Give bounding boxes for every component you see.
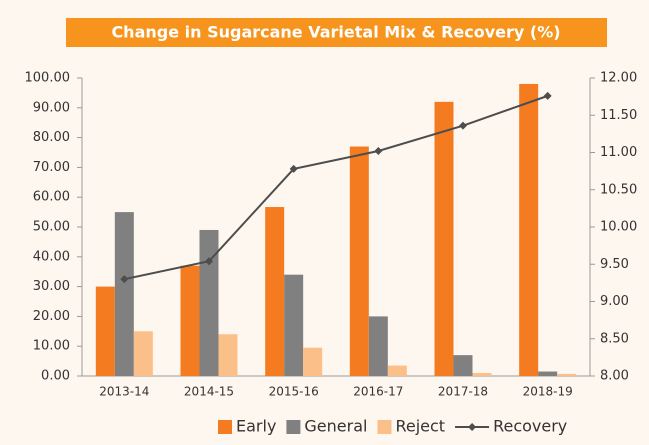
y-tick-label: 90.00 [33,100,70,115]
bar [199,229,219,376]
x-tick-label: 2018-19 [523,385,573,399]
x-tick-label: 2013-14 [99,385,149,399]
bar [218,334,238,376]
bar [434,101,454,376]
y-tick-label: 50.00 [33,220,70,235]
x-tick-label: 2016-17 [353,385,403,399]
line-marker [459,121,467,130]
bar [95,286,115,376]
title-bar [66,18,607,47]
legend-label: Recovery [493,417,567,436]
line-marker [205,257,213,266]
legend-marker [468,423,477,431]
bar [538,371,558,376]
y-tick-label: 20.00 [33,309,70,324]
y2-tick-label: 8.00 [600,369,629,384]
y-tick-label: 40.00 [33,249,70,264]
x-tick-label: 2015-16 [269,385,319,399]
y-tick-label: 0.00 [41,369,70,384]
bar [114,212,134,376]
bar [453,355,473,376]
bar [180,265,200,376]
y-tick-label: 30.00 [33,279,70,294]
y-tick-label: 10.00 [33,339,70,354]
y-tick-label: 70.00 [33,160,70,175]
line-marker [289,164,298,173]
bar [472,373,492,376]
legend-swatch [218,420,232,434]
line-marker [374,147,383,156]
y2-tick-label: 11.00 [600,145,637,160]
bar [349,146,369,376]
chart-title: Change in Sugarcane Varietal Mix & Recov… [111,23,560,42]
legend-label: Early [236,417,276,436]
x-tick-label: 2014-15 [184,385,234,399]
y2-tick-label: 10.00 [600,220,637,235]
y-tick-label: 60.00 [33,190,70,205]
x-tick-label: 2017-18 [438,385,488,399]
bar [557,373,577,376]
y2-tick-label: 12.00 [600,71,637,86]
legend-label: Reject [395,417,445,436]
bar [387,365,407,376]
y2-tick-label: 9.50 [600,257,629,272]
y-tick-label: 100.00 [25,71,71,86]
bar [519,83,539,377]
y2-tick-label: 8.50 [600,331,629,346]
bar [133,331,153,376]
y2-tick-label: 10.50 [600,182,637,197]
line [124,94,548,281]
bar [368,316,388,376]
bar [265,207,285,376]
y2-tick-label: 11.50 [600,108,637,123]
bar [284,274,304,376]
line-marker [543,91,552,100]
y2-tick-label: 9.00 [600,294,629,309]
legend-label: General [304,417,367,436]
bar [303,347,323,376]
legend-swatch [286,420,301,434]
line-marker [120,275,129,284]
y-tick-label: 80.00 [33,130,70,145]
legend-swatch [377,420,392,434]
